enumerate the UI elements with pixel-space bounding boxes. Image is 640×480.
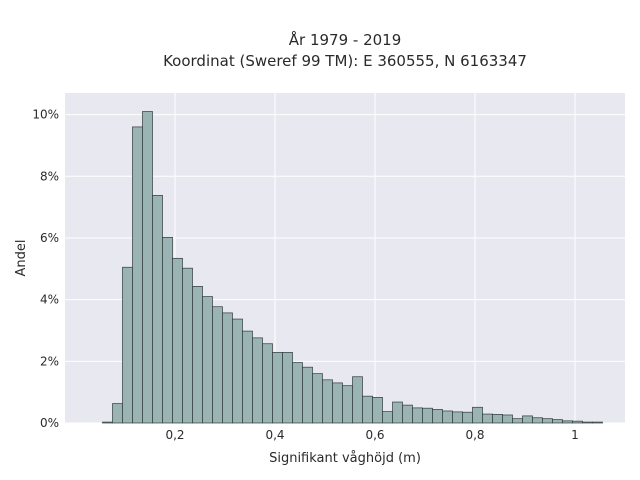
histogram-bar [552, 419, 563, 424]
x-axis-ticks: 0,2 0,4 0,6 0,8 1 [165, 428, 578, 442]
x-tick-label: 1 [571, 428, 579, 442]
histogram-bar [222, 312, 233, 424]
histogram-bar [302, 366, 313, 424]
histogram-bar [392, 401, 403, 424]
y-axis-label: Andel [14, 240, 29, 277]
histogram-bar [352, 376, 363, 424]
histogram-bar [312, 373, 323, 424]
histogram-bar [112, 403, 123, 424]
histogram-bar [242, 330, 253, 424]
histogram-bar [372, 397, 383, 424]
x-tick-label: 0,6 [365, 428, 384, 442]
histogram-bar [532, 417, 543, 424]
x-axis-label: Signifikant våghöjd (m) [269, 451, 421, 466]
histogram-bar [402, 404, 413, 424]
histogram-bar [282, 352, 293, 424]
x-tick-label: 0,2 [165, 428, 184, 442]
histogram-bar [502, 414, 513, 424]
chart-title-line2: Koordinat (Sweref 99 TM): E 360555, N 61… [163, 52, 527, 70]
x-tick-label: 0,8 [465, 428, 484, 442]
histogram-bar [342, 385, 353, 424]
histogram-bar [252, 337, 263, 424]
histogram-bar [462, 411, 473, 424]
histogram-bar [582, 421, 593, 424]
histogram-bar [482, 413, 493, 424]
y-tick-label: 4% [40, 293, 59, 307]
histogram-bar [272, 352, 283, 424]
histogram-bar [592, 421, 603, 424]
bars [102, 111, 603, 424]
x-tick-label: 0,4 [265, 428, 284, 442]
histogram-bar [422, 407, 433, 424]
y-tick-label: 10% [32, 108, 59, 122]
y-tick-label: 0% [40, 416, 59, 430]
histogram-bar [472, 406, 483, 424]
histogram-bar [412, 407, 423, 424]
histogram-bar [492, 414, 503, 424]
chart-title-line1: År 1979 - 2019 [289, 30, 402, 49]
histogram-bar [332, 382, 343, 424]
histogram-bar [382, 411, 393, 424]
histogram-bar [172, 257, 183, 424]
y-tick-label: 2% [40, 354, 59, 368]
histogram-bar [512, 418, 523, 424]
histogram-bar [202, 296, 213, 424]
histogram-bar [442, 410, 453, 424]
histogram-bar [322, 379, 333, 424]
histogram-bar [542, 418, 553, 424]
histogram-bar [522, 415, 533, 424]
histogram-bar [162, 236, 173, 424]
histogram-bar [362, 395, 373, 424]
y-tick-label: 6% [40, 231, 59, 245]
histogram-bar [192, 286, 203, 424]
histogram-bar [182, 267, 193, 424]
histogram-bar [142, 111, 153, 424]
histogram-bar [432, 409, 443, 424]
histogram-bar [292, 362, 303, 424]
histogram-bar [262, 343, 273, 424]
histogram-bar [122, 266, 133, 424]
y-axis-ticks: 0% 2% 4% 6% 8% 10% [32, 108, 59, 430]
y-tick-label: 8% [40, 169, 59, 183]
histogram-bar [562, 420, 573, 424]
histogram-bar [132, 126, 143, 424]
histogram-bar [452, 411, 463, 424]
histogram-bar [102, 421, 113, 424]
histogram-bar [152, 195, 163, 424]
histogram-bar [212, 306, 223, 424]
histogram-bar [232, 318, 243, 424]
histogram-bar [572, 420, 583, 424]
